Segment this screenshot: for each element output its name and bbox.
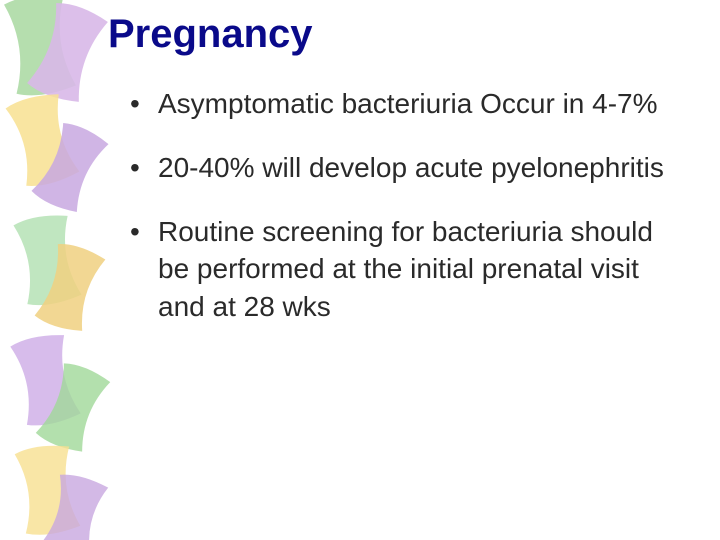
bullet-item: Asymptomatic bacteriuria Occur in 4-7% <box>130 85 680 123</box>
bullet-item: Routine screening for bacteriuria should… <box>130 213 680 326</box>
bullet-list: Asymptomatic bacteriuria Occur in 4-7% 2… <box>100 85 680 326</box>
slide-content: Pregnancy Asymptomatic bacteriuria Occur… <box>0 0 720 372</box>
bullet-item: 20-40% will develop acute pyelonephritis <box>130 149 680 187</box>
slide-title: Pregnancy <box>108 12 680 57</box>
